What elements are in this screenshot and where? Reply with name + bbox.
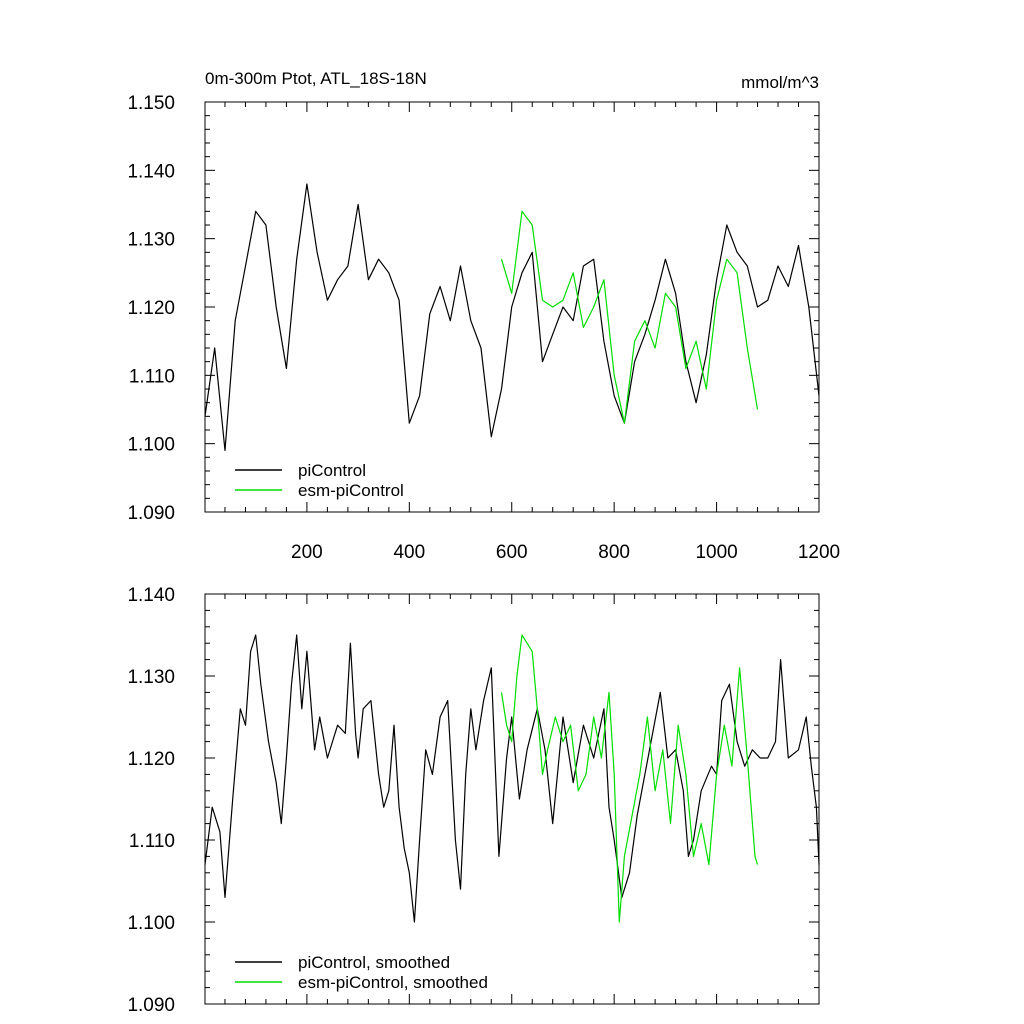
top-series-lines [204, 183, 820, 452]
top-panel: 0m-300m Ptot, ATL_18S-18N mmol/m^3 1.090… [127, 69, 840, 563]
y-tick-label: 1.110 [129, 366, 175, 387]
x-tick-label: 600 [496, 542, 528, 563]
bottom-ticks: 1.090 1.100 1.110 1.120 1.130 1.140 [127, 585, 820, 1016]
legend-label-esm-picontrol-smoothed: esm-piControl, smoothed [298, 973, 488, 992]
top-legend: piControl esm-piControl [235, 461, 404, 500]
y-tick-label: 1.120 [127, 298, 175, 319]
top-units-label: mmol/m^3 [741, 73, 819, 92]
y-tick-label: 1.140 [127, 161, 175, 182]
series-line-picontrol [204, 183, 820, 452]
legend-label-picontrol: piControl [298, 461, 366, 480]
y-tick-label: 1.110 [129, 831, 175, 852]
series-line-esm-picontrol [500, 210, 759, 424]
series-line-esm-picontrol-smoothed [500, 634, 759, 923]
x-tick-label: 800 [598, 542, 630, 563]
top-ticks: 1.090 1.100 1.110 1.120 1.130 1.140 1.150 200 40… [127, 93, 840, 563]
y-tick-label: 1.140 [127, 585, 175, 606]
y-tick-label: 1.100 [127, 913, 175, 934]
series-line-picontrol-smoothed [204, 634, 820, 923]
y-tick-label: 1.130 [127, 667, 175, 688]
y-tick-label: 1.090 [127, 503, 175, 524]
y-tick-label: 1.130 [127, 230, 175, 251]
bottom-series-lines [204, 634, 820, 923]
legend-label-esm-picontrol: esm-piControl [298, 481, 404, 500]
x-tick-label: 400 [393, 542, 425, 563]
x-tick-label: 1000 [695, 542, 737, 563]
x-tick-label: 200 [291, 542, 323, 563]
x-tick-label: 1200 [798, 542, 840, 563]
y-tick-label: 1.090 [127, 995, 175, 1016]
bottom-legend: piControl, smoothed esm-piControl, smoot… [235, 953, 488, 992]
bottom-panel: 1.090 1.100 1.110 1.120 1.130 1.140 piControl… [127, 585, 820, 1016]
y-tick-label: 1.120 [127, 749, 175, 770]
legend-label-picontrol-smoothed: piControl, smoothed [298, 953, 450, 972]
y-tick-label: 1.150 [127, 93, 175, 114]
y-tick-label: 1.100 [127, 435, 175, 456]
bottom-plot-frame [204, 593, 820, 1005]
top-title: 0m-300m Ptot, ATL_18S-18N [205, 69, 427, 88]
